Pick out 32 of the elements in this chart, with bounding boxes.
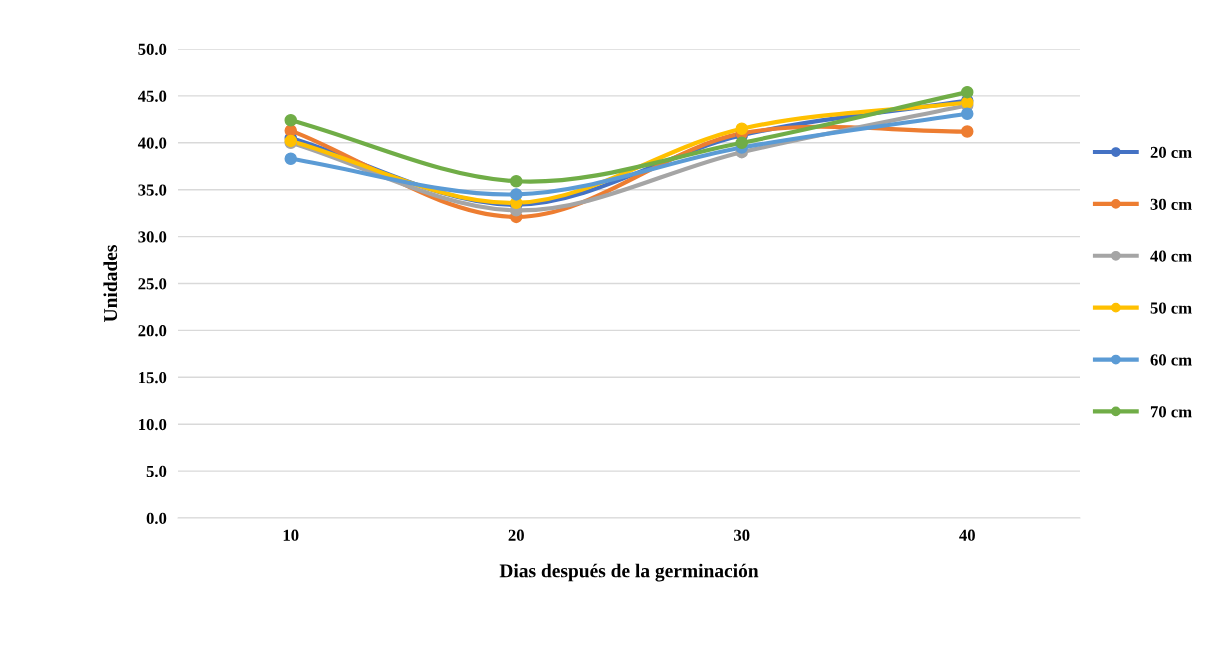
y-tick-label: 40.0 (137, 137, 167, 149)
y-tick-label: 30.0 (138, 231, 167, 243)
y-axis-title: Unidades (103, 245, 118, 322)
legend-label: 70 cm (1150, 406, 1192, 418)
point (960, 125, 974, 138)
legend-label: 30 cm (1150, 198, 1192, 210)
x-tick-label: 20 (508, 529, 524, 541)
y-tick-label: 35.0 (138, 184, 167, 196)
legend-label: 40 cm (1150, 250, 1192, 262)
legend-label: 60 cm (1150, 354, 1192, 366)
point (960, 107, 974, 120)
x-tick-label: 10 (283, 529, 299, 541)
legend-label: 50 cm (1150, 302, 1192, 314)
y-tick-label: 0.0 (146, 512, 167, 525)
legend-label: 20 cm (1150, 146, 1192, 159)
y-tick-label: 10.0 (139, 418, 167, 431)
point (960, 85, 974, 99)
point (735, 136, 749, 150)
x-tick-label: 40 (959, 529, 975, 541)
y-tick-label: 5.0 (146, 465, 167, 478)
y-tick-label: 50.0 (138, 43, 167, 56)
y-tick-label: 25.0 (138, 278, 167, 290)
y-tick-label: 15.0 (139, 372, 167, 384)
point (735, 122, 749, 135)
point (509, 188, 523, 201)
x-axis-title: Dias después de la germinación (499, 563, 759, 582)
point (509, 175, 523, 188)
y-tick-label: 45.0 (137, 90, 167, 102)
y-tick-label: 20.0 (138, 325, 167, 337)
point (284, 152, 298, 165)
point (284, 114, 298, 127)
x-tick-label: 30 (734, 529, 750, 541)
